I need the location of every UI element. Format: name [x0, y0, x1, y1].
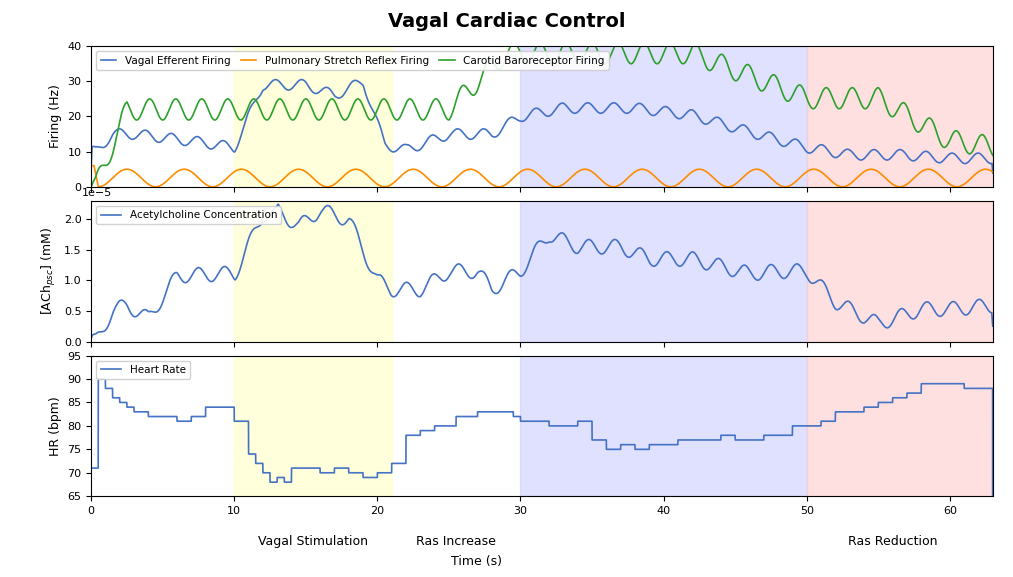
Vagal Efferent Firing	[987, 170, 999, 177]
Y-axis label: [ACh$_{psc}$] (mM): [ACh$_{psc}$] (mM)	[41, 227, 58, 315]
Acetylcholine Concentration	[203, 276, 215, 283]
Heart Rate	[692, 436, 704, 443]
Line: Carotid Baroreceptor Firing: Carotid Baroreceptor Firing	[91, 43, 993, 187]
Pulmonary Stretch Reflex Firing	[692, 166, 704, 173]
Carotid Baroreceptor Firing	[85, 183, 97, 190]
Text: Vagal Cardiac Control: Vagal Cardiac Control	[388, 12, 625, 31]
Pulmonary Stretch Reflex Firing	[314, 181, 326, 188]
Pulmonary Stretch Reflex Firing	[92, 183, 104, 190]
Acetylcholine Concentration	[692, 255, 704, 262]
Heart Rate	[92, 376, 104, 383]
Pulmonary Stretch Reflex Firing	[762, 172, 774, 179]
Pulmonary Stretch Reflex Firing	[238, 166, 250, 173]
Y-axis label: HR (bpm): HR (bpm)	[49, 396, 62, 456]
Bar	[234, 46, 392, 187]
Carotid Baroreceptor Firing	[237, 114, 249, 121]
Heart Rate	[203, 404, 215, 411]
Acetylcholine Concentration	[762, 263, 774, 270]
Bar	[806, 46, 993, 187]
Line: Acetylcholine Concentration: Acetylcholine Concentration	[91, 204, 993, 339]
Acetylcholine Concentration	[930, 310, 942, 317]
Heart Rate	[238, 418, 250, 425]
Carotid Baroreceptor Firing	[692, 43, 704, 50]
Pulmonary Stretch Reflex Firing	[930, 169, 942, 176]
Acetylcholine Concentration	[272, 201, 285, 208]
Carotid Baroreceptor Firing	[638, 39, 650, 46]
Vagal Efferent Firing	[85, 163, 97, 170]
Legend: Heart Rate: Heart Rate	[96, 361, 189, 379]
Y-axis label: Firing (Hz): Firing (Hz)	[49, 85, 62, 148]
Acetylcholine Concentration	[85, 335, 97, 342]
Bar	[806, 201, 993, 342]
Vagal Efferent Firing	[930, 158, 942, 165]
Bar	[806, 355, 993, 496]
Bar	[234, 201, 392, 342]
Pulmonary Stretch Reflex Firing	[203, 182, 215, 189]
Line: Vagal Efferent Firing: Vagal Efferent Firing	[91, 80, 993, 173]
Line: Pulmonary Stretch Reflex Firing: Pulmonary Stretch Reflex Firing	[91, 166, 993, 187]
Vagal Efferent Firing	[762, 129, 774, 136]
Heart Rate	[762, 432, 774, 439]
Text: 1e−5: 1e−5	[82, 188, 112, 198]
Acetylcholine Concentration	[237, 253, 249, 260]
Legend: Vagal Efferent Firing, Pulmonary Stretch Reflex Firing, Carotid Baroreceptor Fir: Vagal Efferent Firing, Pulmonary Stretch…	[96, 51, 609, 70]
Bar	[521, 46, 806, 187]
Carotid Baroreceptor Firing	[203, 107, 215, 114]
Acetylcholine Concentration	[314, 211, 326, 218]
Heart Rate	[314, 464, 326, 471]
Carotid Baroreceptor Firing	[314, 116, 326, 123]
Vagal Efferent Firing	[692, 113, 704, 120]
Text: Ras Reduction: Ras Reduction	[848, 535, 937, 548]
Text: Time (s): Time (s)	[451, 556, 501, 568]
Carotid Baroreceptor Firing	[762, 78, 774, 85]
Vagal Efferent Firing	[296, 76, 308, 83]
Line: Heart Rate: Heart Rate	[91, 379, 993, 577]
Vagal Efferent Firing	[237, 123, 249, 130]
Legend: Acetylcholine Concentration: Acetylcholine Concentration	[96, 206, 282, 224]
Pulmonary Stretch Reflex Firing	[987, 168, 999, 175]
Carotid Baroreceptor Firing	[930, 128, 942, 135]
Text: Ras Increase: Ras Increase	[416, 535, 496, 548]
Heart Rate	[930, 380, 942, 387]
Pulmonary Stretch Reflex Firing	[85, 162, 97, 169]
Text: Vagal Stimulation: Vagal Stimulation	[258, 535, 368, 548]
Heart Rate	[85, 464, 97, 471]
Bar	[521, 355, 806, 496]
Vagal Efferent Firing	[203, 145, 215, 152]
Carotid Baroreceptor Firing	[987, 152, 999, 159]
Acetylcholine Concentration	[987, 323, 999, 329]
Bar	[521, 201, 806, 342]
Vagal Efferent Firing	[314, 88, 326, 95]
Bar	[234, 355, 392, 496]
